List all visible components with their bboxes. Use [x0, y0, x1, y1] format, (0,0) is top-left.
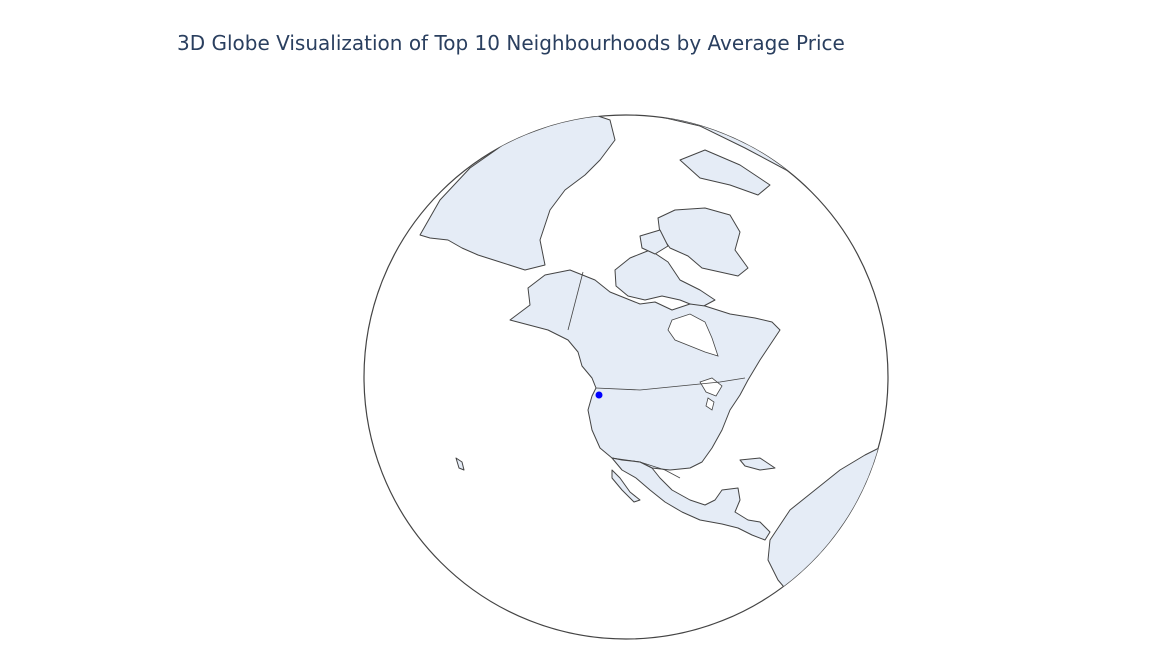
baja-california [611, 469, 641, 503]
greenland-landmass [657, 207, 749, 277]
mexico-central-america-landmass [611, 457, 771, 541]
alaska-canada-border [567, 271, 584, 331]
cuba-island [739, 457, 776, 471]
north-america-landmass [509, 269, 781, 471]
us-canada-border [595, 377, 746, 391]
hudson-bay [667, 313, 719, 357]
great-lakes [699, 377, 723, 411]
us-mexico-border [611, 457, 681, 479]
chart-title: 3D Globe Visualization of Top 10 Neighbo… [177, 31, 845, 55]
arctic-island-north [639, 229, 669, 255]
hawaii-islands [455, 457, 465, 471]
price-marker[interactable] [595, 391, 603, 399]
